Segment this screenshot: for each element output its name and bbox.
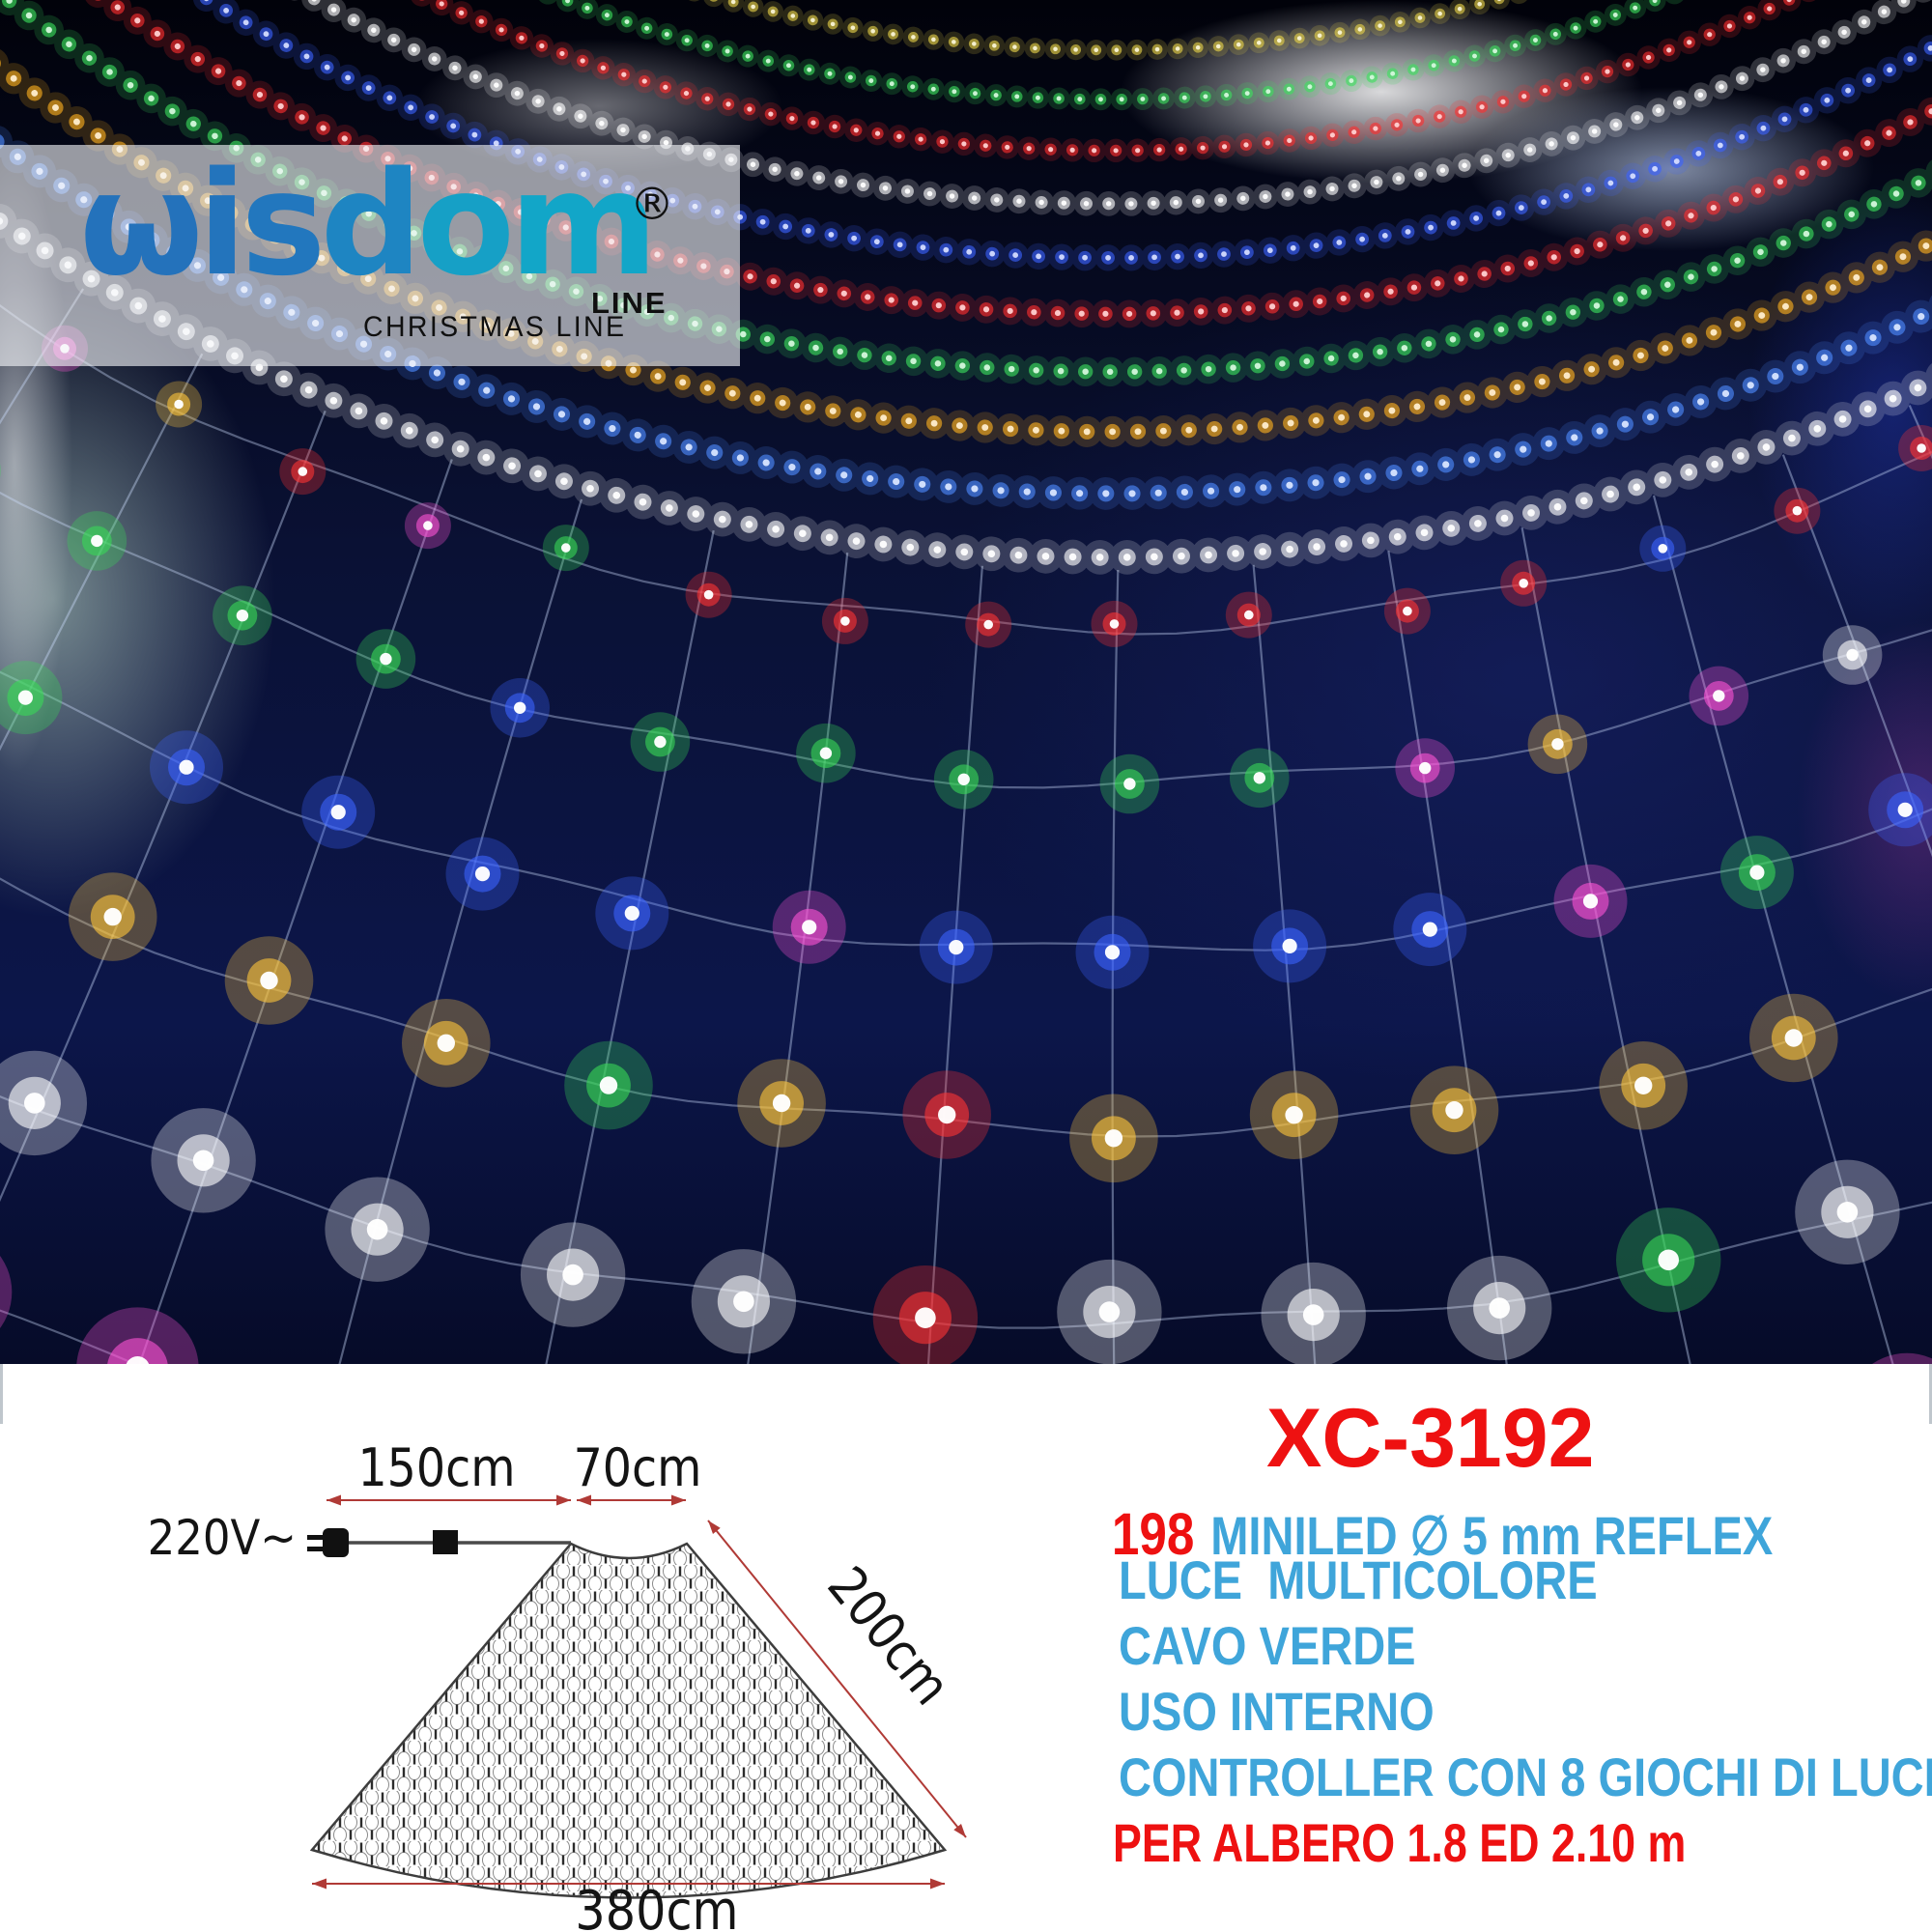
feature-light-color: LUCE MULTICOLORE xyxy=(1119,1549,1598,1610)
logo-letter: s xyxy=(241,141,326,307)
net-diagram: 220V~ 150cm 70cm 200cm 380cm xyxy=(148,1437,967,1932)
led-spec: MINILED ∅ 5 mm REFLEX xyxy=(1210,1505,1774,1566)
logo-letter: o xyxy=(416,141,515,307)
dim-380 xyxy=(312,1878,945,1889)
dim-side-label: 200cm xyxy=(816,1555,962,1716)
voltage-label: 220V~ xyxy=(148,1511,297,1567)
dim-150 xyxy=(327,1494,571,1506)
dim-200 xyxy=(707,1520,967,1838)
tree-size-note: PER ALBERO 1.8 ED 2.10 m xyxy=(1113,1812,1687,1873)
dim-70 xyxy=(577,1494,686,1506)
logo-letter: d xyxy=(320,141,422,307)
dim-bottom-label: 380cm xyxy=(575,1880,738,1932)
dim-top-label: 70cm xyxy=(574,1437,702,1498)
controller-icon xyxy=(433,1530,458,1554)
led-count: 198 xyxy=(1111,1501,1195,1567)
led-net-photo xyxy=(0,0,1932,1364)
product-photo: ωisdom ® LINE CHRISTMAS LINE xyxy=(0,0,1932,1364)
brand-line-label: LINE xyxy=(591,286,668,320)
brand-tagline: CHRISTMAS LINE xyxy=(363,311,627,343)
right-edge-sliver xyxy=(1929,1364,1932,1424)
feature-cable: CAVO VERDE xyxy=(1119,1615,1416,1676)
feature-indoor-use: USO INTERNO xyxy=(1119,1681,1435,1742)
product-code: XC-3192 xyxy=(1266,1392,1595,1485)
brand-overlay: ωisdom ® LINE CHRISTMAS LINE xyxy=(0,145,740,366)
led-spec-line: 198 MINILED ∅ 5 mm REFLEX xyxy=(1097,1483,1773,1585)
left-edge-sliver xyxy=(0,1364,3,1424)
power-plug-icon xyxy=(307,1528,349,1557)
feature-controller: CONTROLLER CON 8 GIOCHI DI LUCE xyxy=(1119,1747,1932,1807)
logo-letter: i xyxy=(197,141,247,307)
registered-mark-icon: ® xyxy=(630,178,674,230)
brand-logo: ωisdom xyxy=(79,153,658,296)
info-panel: 220V~ 150cm 70cm 200cm 380cm xyxy=(0,1364,1932,1932)
logo-letter: m xyxy=(509,141,658,307)
dim-lead-label: 150cm xyxy=(357,1437,515,1498)
logo-letter: ω xyxy=(79,141,204,307)
